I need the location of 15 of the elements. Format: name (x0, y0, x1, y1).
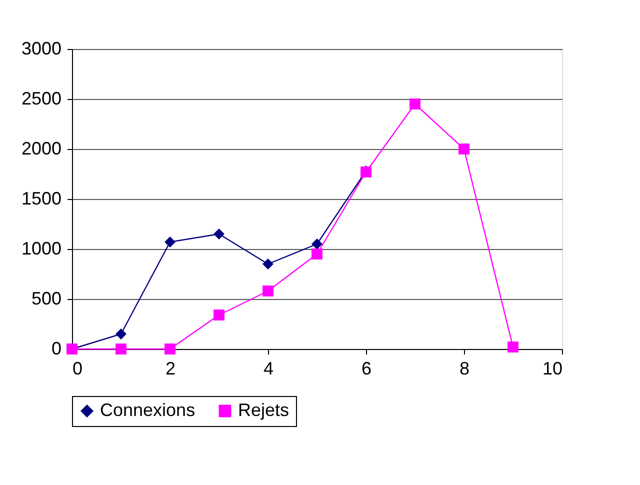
x-tick-label: 8 (459, 358, 470, 378)
y-tick-label: 2500 (21, 88, 62, 108)
y-tick-label: 1000 (21, 238, 62, 258)
x-tick-label: 6 (361, 358, 372, 378)
x-tick-label: 10 (542, 358, 562, 378)
y-tick-label: 0 (51, 338, 62, 358)
legend-label: Rejets (238, 400, 290, 420)
y-tick-label: 1500 (21, 188, 62, 208)
y-tick-label: 500 (31, 288, 62, 308)
legend-label: Connexions (100, 400, 196, 420)
y-tick-label: 2000 (21, 138, 62, 158)
x-tick-label: 4 (263, 358, 274, 378)
x-tick-label: 2 (165, 358, 176, 378)
x-tick-label: 0 (72, 358, 83, 378)
y-tick-label: 3000 (21, 38, 62, 58)
